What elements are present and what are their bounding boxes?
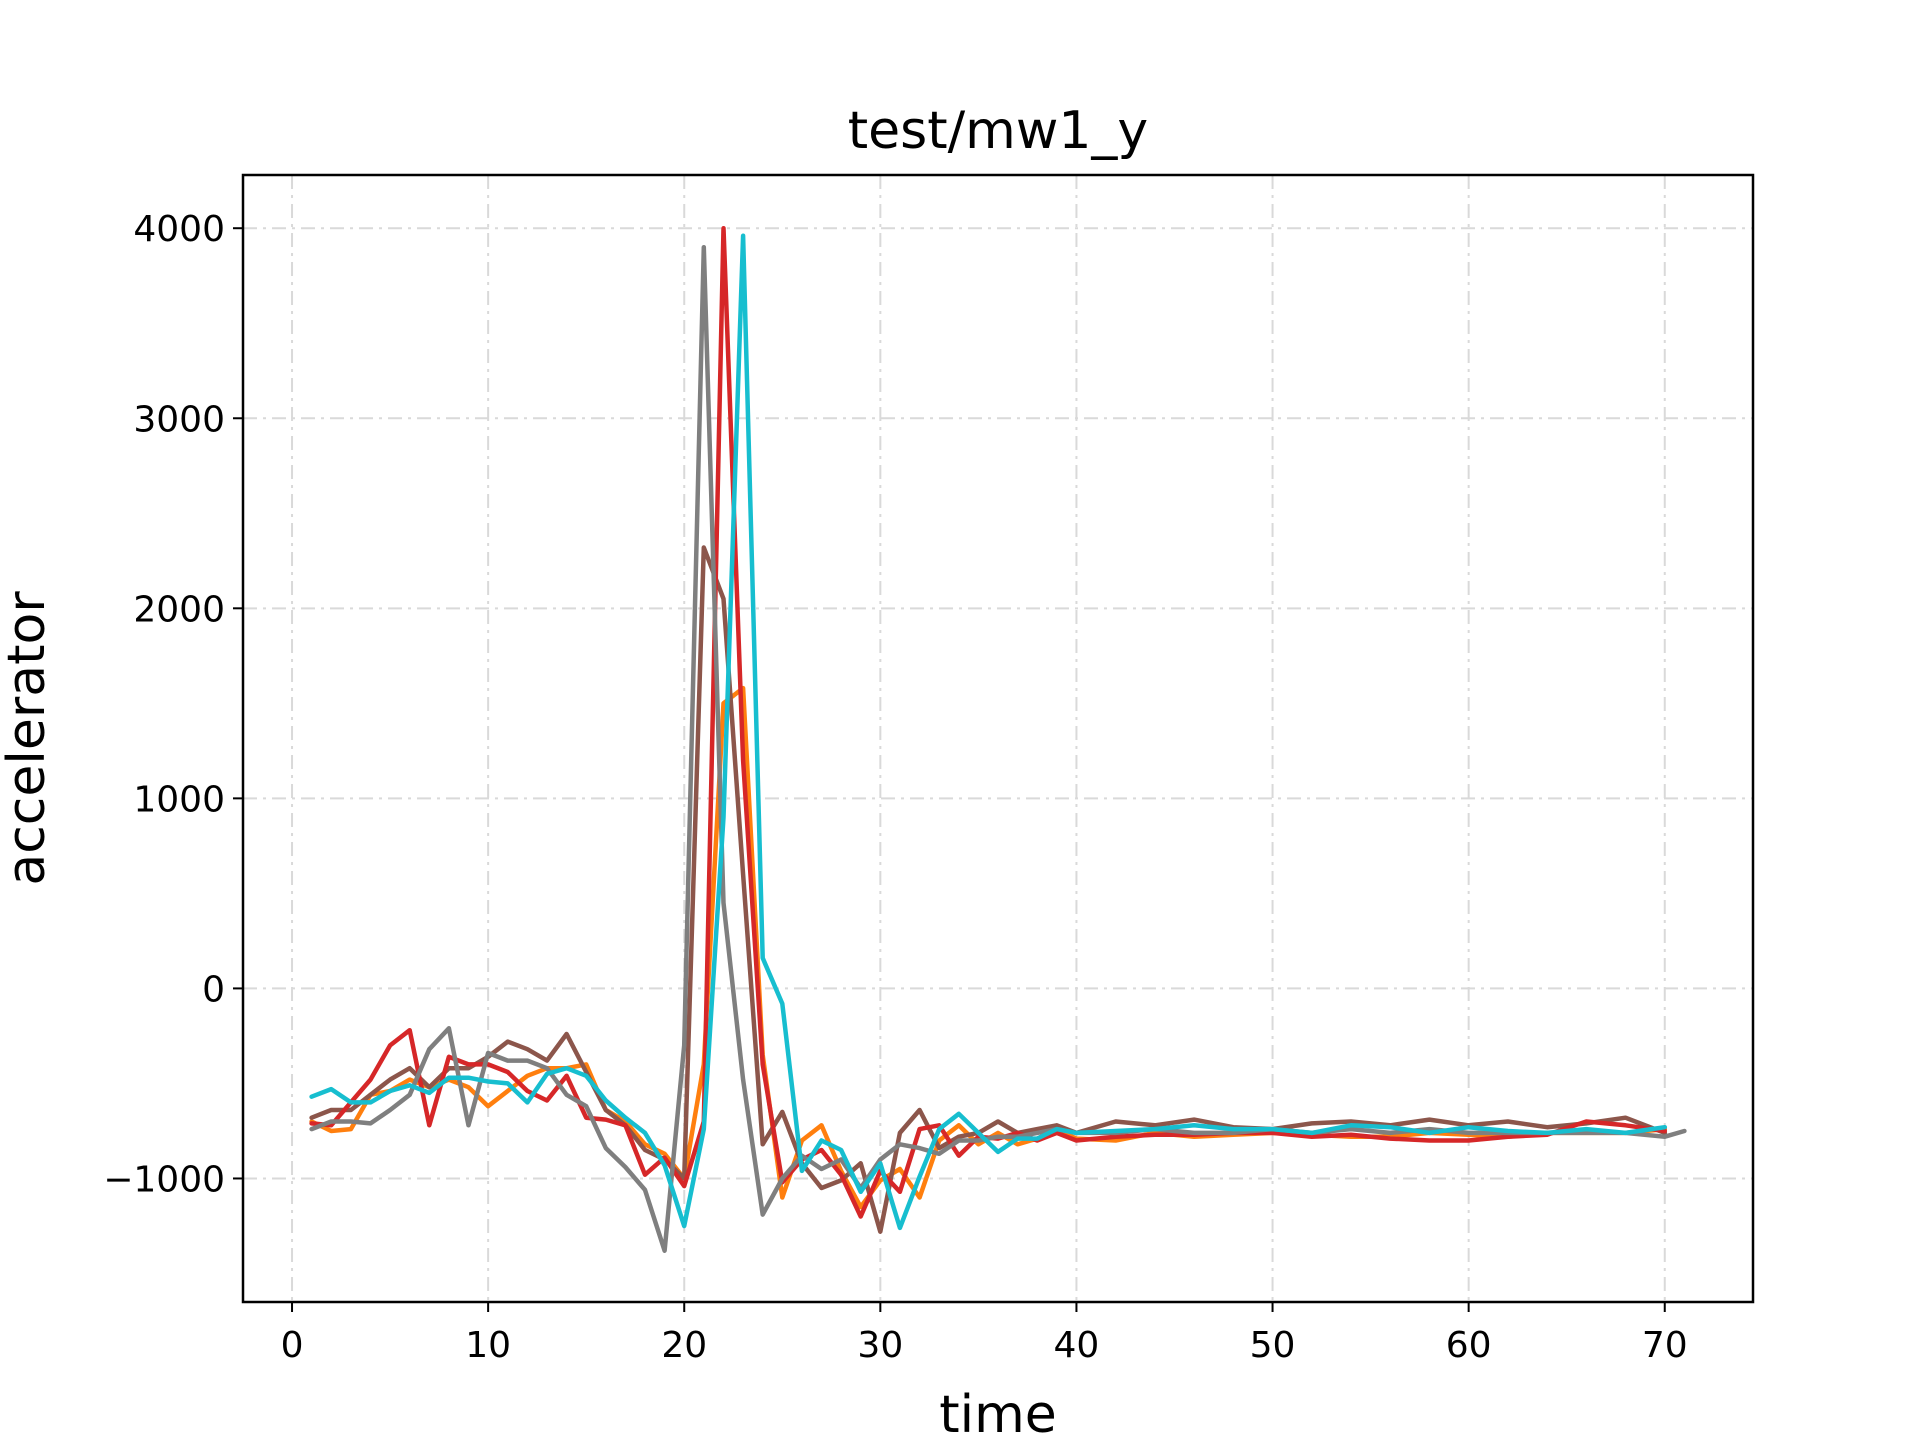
- x-tick-label: 40: [1054, 1325, 1100, 1366]
- x-tick-label: 10: [465, 1325, 511, 1366]
- y-tick-label: 1000: [133, 779, 225, 820]
- x-tick-label: 70: [1642, 1325, 1688, 1366]
- series-group: [309, 225, 1687, 1253]
- y-tick-label: 0: [202, 969, 225, 1010]
- y-axis-label: accelerator: [0, 591, 57, 886]
- y-tick-label: 2000: [133, 589, 225, 630]
- plot-frame: [241, 173, 1755, 1304]
- x-axis-label: time: [939, 1385, 1056, 1440]
- y-tick-label: −1000: [103, 1159, 225, 1200]
- y-tick-label: 4000: [133, 209, 225, 250]
- axis-ticks: 0 10 20 30 40 50 60 70 −1000 0 1000 2000 3000 4000: [103, 209, 1687, 1366]
- x-tick-label: 0: [281, 1325, 304, 1366]
- y-tick-label: 3000: [133, 399, 225, 440]
- grid: [243, 175, 1753, 1302]
- x-tick-label: 60: [1446, 1325, 1492, 1366]
- series-line-3: [309, 225, 1668, 1219]
- x-tick-label: 50: [1250, 1325, 1296, 1366]
- series-line-5: [309, 233, 1668, 1231]
- chart-title: test/mw1_y: [848, 101, 1148, 161]
- x-tick-label: 30: [857, 1325, 903, 1366]
- x-tick-label: 20: [661, 1325, 707, 1366]
